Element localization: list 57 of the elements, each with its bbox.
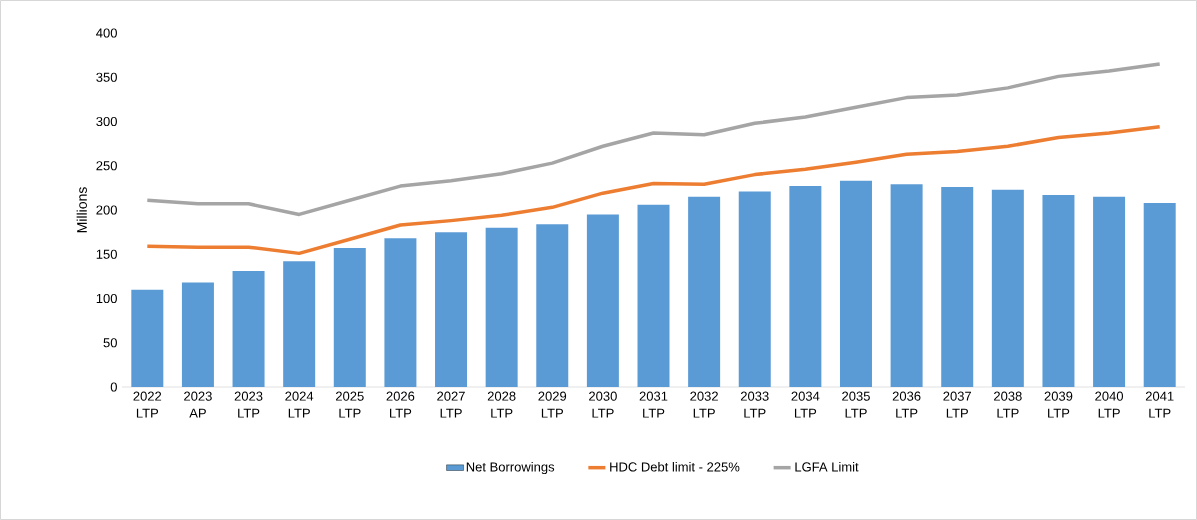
y-tick-label: 300: [96, 116, 117, 127]
x-tick-label: 2031 LTP: [639, 391, 668, 418]
bar: [131, 289, 164, 387]
x-tick-label: 2038 LTP: [994, 391, 1022, 418]
bar: [1093, 196, 1126, 387]
x-tick-label: 2029 LTP: [538, 391, 567, 418]
x-tick-label: 2032 LTP: [690, 391, 718, 418]
legend-label: Net Borrowings: [466, 461, 555, 475]
bar: [688, 196, 721, 387]
bar: [738, 191, 771, 387]
y-tick-label: 200: [96, 205, 117, 215]
y-tick-label: 100: [96, 293, 117, 304]
x-tick-label: 2027 LTP: [437, 391, 465, 418]
x-tick-label: 2024 LTP: [285, 391, 314, 418]
line-series: [145, 62, 1162, 217]
bar: [485, 227, 518, 387]
x-tick-label: 2033 LTP: [740, 391, 769, 418]
x-tick-label: 2025 LTP: [335, 391, 364, 418]
bar: [333, 248, 366, 387]
y-tick-label: 150: [96, 249, 117, 259]
x-tick-label: 2039 LTP: [1044, 391, 1073, 418]
x-tick-label: 2037 LTP: [943, 391, 972, 418]
bar: [789, 186, 822, 387]
x-tick-label: 2022 LTP: [133, 391, 162, 418]
x-tick-label: 2026 LTP: [386, 391, 415, 418]
x-tick-label: 2041 LTP: [1145, 391, 1174, 418]
bar: [991, 189, 1024, 387]
bar: [435, 232, 468, 387]
bar: [181, 282, 214, 387]
bar: [232, 271, 265, 387]
x-tick-label: 2036 LTP: [892, 391, 921, 418]
y-axis-title: Millions: [76, 187, 87, 233]
bar: [637, 204, 670, 387]
bar: [941, 186, 974, 387]
legend-label: HDC Debt limit - 225%: [610, 461, 740, 472]
bar: [384, 238, 417, 387]
bar: [1143, 202, 1176, 387]
bar: [839, 180, 872, 387]
y-tick-label: 400: [96, 28, 117, 38]
bar: [283, 261, 316, 387]
x-tick-label: 2034 LTP: [791, 391, 820, 418]
x-tick-label: 2030 LTP: [589, 391, 617, 418]
y-tick-label: 0: [110, 382, 117, 392]
y-tick-label: 50: [103, 338, 117, 348]
y-tick-label: 350: [96, 72, 117, 82]
bar: [1042, 194, 1075, 387]
x-tick-label: 2023 AP: [184, 391, 212, 418]
x-tick-label: 2023 LTP: [234, 391, 263, 418]
y-tick-label: 250: [96, 161, 117, 171]
bar: [586, 214, 619, 387]
x-tick-label: 2028 LTP: [487, 391, 516, 418]
x-tick-label: 2040 LTP: [1095, 391, 1124, 418]
bar: [890, 184, 923, 387]
line-series: [145, 125, 1162, 256]
x-tick-label: 2035 LTP: [842, 391, 870, 418]
bar: [536, 224, 569, 387]
legend-label: LGFA Limit: [795, 461, 859, 472]
